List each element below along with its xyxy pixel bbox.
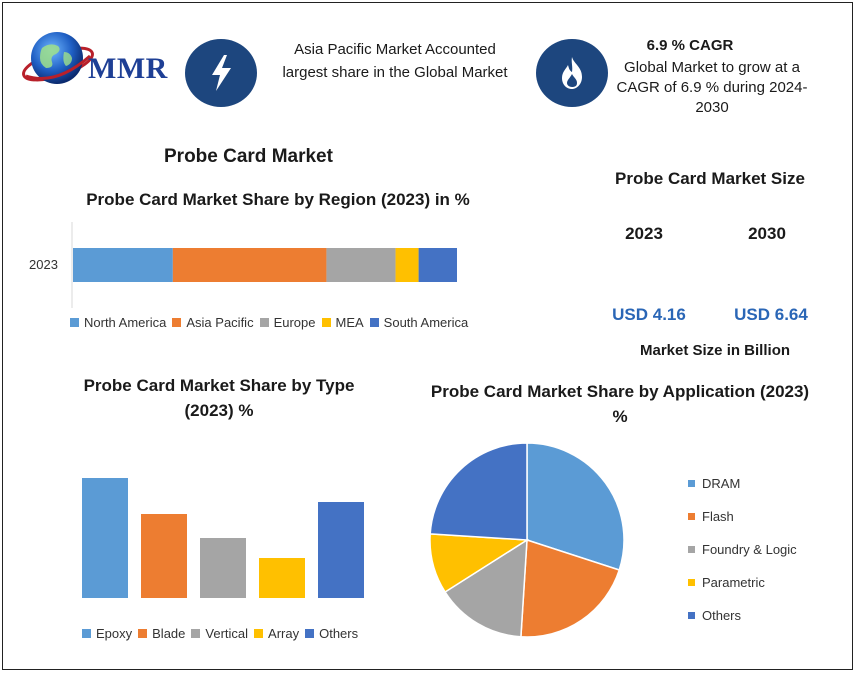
- region-bar-europe: [326, 248, 396, 282]
- legend-label: Asia Pacific: [186, 315, 254, 330]
- legend-swatch: [369, 318, 379, 327]
- legend-north-america: North America: [70, 315, 166, 330]
- legend-label: Parametric: [702, 575, 765, 590]
- legend-label: Europe: [273, 315, 316, 330]
- legend-label: South America: [383, 315, 469, 330]
- pie-slice-others: [429, 442, 528, 541]
- region-bar-asia-pacific: [172, 248, 327, 282]
- market-size-note: Market Size in Billion: [639, 342, 791, 359]
- type-bar-epoxy: [82, 478, 128, 598]
- year-2030: 2030: [748, 224, 786, 243]
- cagr-text: Global Market to grow at a CAGR of 6.9 %…: [616, 59, 808, 116]
- legend-swatch: [259, 318, 269, 327]
- legend-asia-pacific: Asia Pacific: [172, 315, 254, 330]
- legend-label: Foundry & Logic: [702, 542, 797, 557]
- legend-europe: Europe: [259, 315, 316, 330]
- region-legend: North America Asia Pacific Europe MEA So…: [70, 315, 474, 330]
- legend-foundry-logic: Foundry & Logic: [688, 533, 797, 566]
- globe-logo-icon: [22, 32, 94, 84]
- flame-icon: [562, 57, 582, 89]
- legend-label: Others: [319, 626, 359, 641]
- legend-array: Array: [254, 626, 299, 641]
- legend-swatch: [172, 318, 182, 327]
- flame-icon-circle: [536, 39, 608, 107]
- legend-label: Flash: [702, 509, 734, 524]
- type-bar-chart: [82, 478, 364, 598]
- lightning-icon-circle: [185, 39, 257, 107]
- legend-swatch: [191, 629, 201, 638]
- region-stacked-bar-chart: [71, 222, 457, 308]
- legend-swatch: [138, 629, 148, 638]
- type-bar-others: [318, 502, 364, 598]
- asia-pacific-info: Asia Pacific Market Accounted largest sh…: [282, 41, 508, 81]
- legend-swatch: [688, 513, 695, 520]
- legend-label: Others: [702, 608, 742, 623]
- type-legend: Epoxy Blade Vertical Array Others: [82, 626, 364, 641]
- legend-swatch: [688, 480, 695, 487]
- market-size-2023: USD 4.16: [612, 305, 686, 324]
- application-chart-title: Probe Card Market Share by Application (…: [430, 382, 810, 426]
- pie-slice-foundry-logic: [444, 538, 528, 638]
- type-bar-blade: [141, 514, 187, 598]
- region-chart-title: Probe Card Market Share by Region (2023)…: [86, 190, 470, 209]
- legend-swatch: [321, 318, 331, 327]
- legend-swatch: [70, 318, 79, 327]
- region-category-label: 2023: [29, 257, 58, 272]
- brand-logo-text: MMR: [88, 52, 168, 85]
- application-legend: DRAM Flash Foundry & Logic Parametric Ot…: [688, 467, 797, 632]
- legend-swatch: [254, 629, 264, 638]
- legend-dram: DRAM: [688, 467, 797, 500]
- main-title: Probe Card Market: [164, 146, 333, 167]
- year-2023: 2023: [625, 224, 663, 243]
- pie-slice-flash: [520, 538, 621, 638]
- market-size-title: Probe Card Market Size: [615, 169, 805, 188]
- market-size-2030: USD 6.64: [734, 305, 808, 324]
- application-pie-chart: [429, 442, 625, 638]
- legend-label: Vertical: [205, 626, 249, 641]
- legend-swatch: [688, 546, 695, 553]
- type-chart-title: Probe Card Market Share by Type (2023) %: [83, 376, 355, 420]
- cagr-title: 6.9 % CAGR: [646, 37, 734, 54]
- legend-others: Others: [305, 626, 358, 641]
- region-bar-south-america: [418, 248, 457, 282]
- legend-epoxy: Epoxy: [82, 626, 132, 641]
- legend-label: MEA: [335, 315, 364, 330]
- type-bar-vertical: [200, 538, 246, 598]
- lightning-icon: [212, 55, 231, 91]
- legend-label: DRAM: [702, 476, 741, 491]
- legend-label: Array: [268, 626, 300, 641]
- type-bar-array: [259, 558, 305, 598]
- region-bar-mea: [395, 248, 419, 282]
- legend-others-app: Others: [688, 599, 797, 632]
- legend-label: Epoxy: [96, 626, 133, 641]
- legend-mea: MEA: [321, 315, 364, 330]
- legend-swatch: [305, 629, 315, 638]
- legend-label: Blade: [152, 626, 186, 641]
- pie-slice-dram: [526, 442, 625, 571]
- legend-vertical: Vertical: [191, 626, 248, 641]
- legend-swatch: [82, 629, 91, 638]
- legend-label: North America: [84, 315, 167, 330]
- legend-swatch: [688, 579, 695, 586]
- legend-parametric: Parametric: [688, 566, 797, 599]
- legend-flash: Flash: [688, 500, 797, 533]
- region-bar-north-america: [73, 248, 173, 282]
- legend-south-america: South America: [369, 315, 469, 330]
- legend-swatch: [688, 612, 695, 619]
- legend-blade: Blade: [138, 626, 185, 641]
